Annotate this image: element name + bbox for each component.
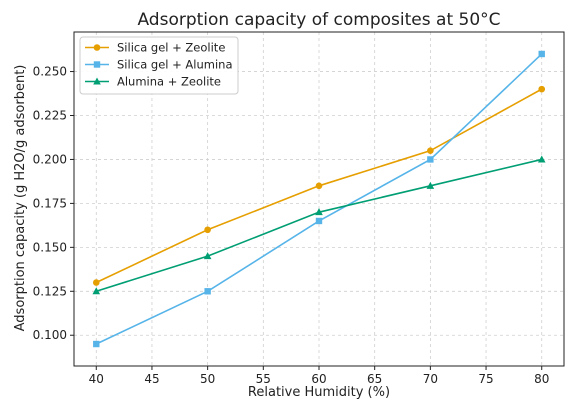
legend-item-alumina-zeolite: Alumina + Zeolite [85,75,221,89]
data-point [93,340,100,348]
series-silica-gel-zeolite [92,85,546,286]
x-tick-label: 70 [423,372,438,386]
data-point [427,147,434,154]
data-point [315,208,323,216]
x-tick-label: 60 [311,372,326,386]
data-point [538,85,546,93]
data-point [426,181,435,189]
x-tick-label: 75 [478,372,493,386]
data-point [204,226,211,234]
legend-label: Silica gel + Alumina [117,58,233,72]
data-point [427,156,434,163]
data-point [537,155,546,163]
legend-marker [93,77,101,85]
series-silica-gel-alumina [93,50,545,348]
legend-label: Alumina + Zeolite [117,75,221,89]
data-point [315,182,323,190]
x-tick-label: 65 [367,372,382,386]
x-tick-label: 55 [256,372,271,386]
axis-ticks: 40 45 50 55 60 65 70 75 80 0.100 0.125 0.150 0.175 0.… [33,65,550,386]
x-tick-label: 40 [89,372,104,386]
series-alumina-zeolite [92,155,546,295]
data-point [92,287,101,295]
y-axis-label: Adsorption capacity (g H2O/g adsorbent) [13,65,28,332]
data-point [204,288,211,295]
y-tick-label: 0.150 [33,240,67,254]
y-tick-label: 0.200 [33,152,67,166]
data-point [538,50,545,58]
legend-item-silica-gel-alumina: Silica gel + Alumina [85,58,233,72]
x-tick-label: 50 [200,372,215,386]
legend-marker [93,44,101,51]
data-point [203,252,212,260]
legend-item-silica-gel-zeolite: Silica gel + Zeolite [85,41,225,55]
series-line-silica-gel-alumina [95,53,543,345]
y-tick-label: 0.250 [33,65,67,79]
y-tick-label: 0.175 [33,196,67,210]
y-tick-label: 0.125 [33,284,67,298]
legend-label: Silica gel + Zeolite [117,41,225,55]
data-point [92,279,100,286]
y-tick-label: 0.100 [33,328,67,342]
legend: Silica gel + Zeolite Silica gel + Alumina… [79,36,239,95]
series-layer [92,50,546,348]
x-tick-label: 80 [534,372,549,386]
legend-frame [79,36,239,95]
data-point [315,217,323,225]
y-tick-label: 0.225 [33,109,67,123]
chart-title: Adsorption capacity of composites at 50°… [137,10,500,30]
legend-marker [93,61,101,68]
x-axis-label: Relative Humidity (%) [248,385,390,400]
x-tick-label: 45 [144,372,159,386]
